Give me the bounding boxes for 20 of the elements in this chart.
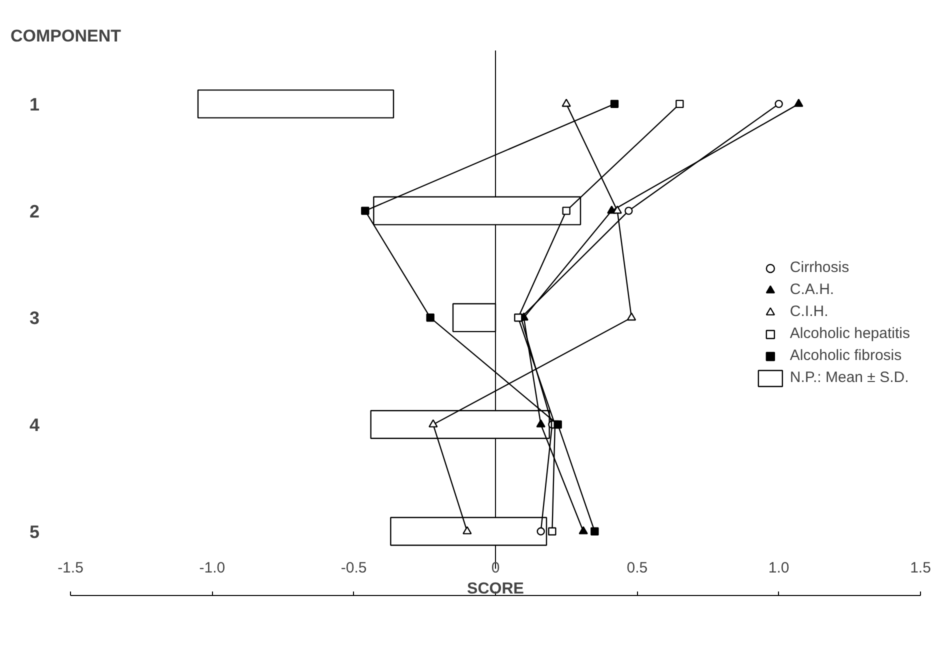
y-tick-label: 4 — [29, 415, 40, 436]
x-tick-label: -1.5 — [58, 560, 84, 576]
x-tick-label: 0 — [491, 560, 500, 576]
legend-label: Alcoholic fibrosis — [790, 347, 902, 364]
y-axis-title: COMPONENT — [10, 26, 122, 46]
legend-label: C.I.H. — [790, 303, 828, 320]
x-tick-label: -1.0 — [199, 560, 226, 576]
x-tick-label: 1.5 — [910, 560, 931, 576]
legend-label: C.A.H. — [790, 281, 834, 298]
legend-label: Cirrhosis — [790, 259, 850, 276]
y-tick-label: 1 — [29, 94, 40, 114]
x-tick-label: -0.5 — [340, 560, 367, 576]
x-axis-title: SCORE — [467, 580, 524, 598]
x-tick-label: 0.5 — [626, 560, 648, 576]
y-tick-label: 3 — [29, 308, 40, 328]
legend-label: N.P.: Mean ± S.D. — [790, 369, 909, 386]
legend-label: Alcoholic hepatitis — [790, 325, 910, 342]
y-tick-label: 5 — [29, 522, 40, 542]
y-tick-label: 2 — [29, 201, 40, 222]
x-tick-label: 1.0 — [768, 560, 790, 576]
